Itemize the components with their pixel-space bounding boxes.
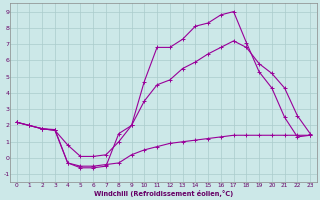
X-axis label: Windchill (Refroidissement éolien,°C): Windchill (Refroidissement éolien,°C)	[94, 190, 233, 197]
